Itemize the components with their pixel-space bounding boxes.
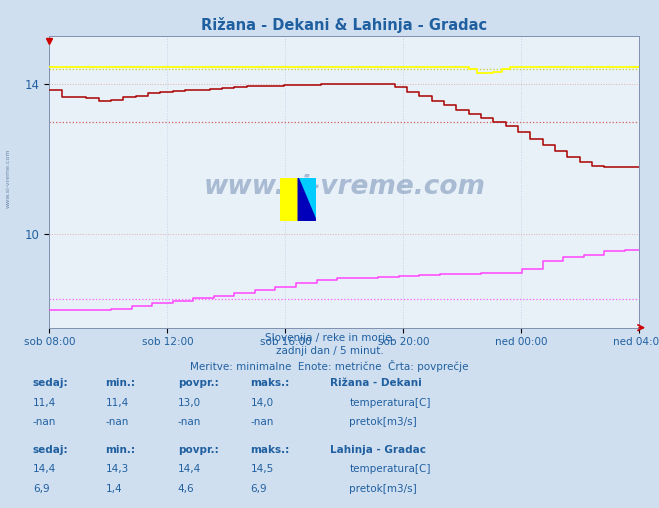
Text: 6,9: 6,9 — [250, 484, 267, 494]
Text: povpr.:: povpr.: — [178, 445, 219, 455]
Text: www.si-vreme.com: www.si-vreme.com — [5, 148, 11, 208]
Text: povpr.:: povpr.: — [178, 378, 219, 389]
Text: -nan: -nan — [250, 417, 273, 427]
Text: zadnji dan / 5 minut.: zadnji dan / 5 minut. — [275, 346, 384, 357]
Text: -nan: -nan — [178, 417, 201, 427]
Text: 4,6: 4,6 — [178, 484, 194, 494]
Text: 14,0: 14,0 — [250, 398, 273, 408]
Text: 1,4: 1,4 — [105, 484, 122, 494]
Text: sedaj:: sedaj: — [33, 445, 69, 455]
Text: maks.:: maks.: — [250, 378, 290, 389]
Text: Lahinja - Gradac: Lahinja - Gradac — [330, 445, 426, 455]
Text: pretok[m3/s]: pretok[m3/s] — [349, 417, 417, 427]
Text: min.:: min.: — [105, 445, 136, 455]
Text: 11,4: 11,4 — [33, 398, 56, 408]
Text: Rižana - Dekani: Rižana - Dekani — [330, 378, 421, 389]
Text: 6,9: 6,9 — [33, 484, 49, 494]
Text: -nan: -nan — [105, 417, 129, 427]
Text: 14,4: 14,4 — [178, 464, 201, 474]
Text: 14,3: 14,3 — [105, 464, 129, 474]
Polygon shape — [298, 178, 316, 221]
Polygon shape — [298, 178, 316, 221]
Text: Meritve: minimalne  Enote: metrične  Črta: povprečje: Meritve: minimalne Enote: metrične Črta:… — [190, 360, 469, 372]
Text: 11,4: 11,4 — [105, 398, 129, 408]
Text: Slovenija / reke in morje.: Slovenija / reke in morje. — [264, 333, 395, 343]
Text: maks.:: maks.: — [250, 445, 290, 455]
Text: pretok[m3/s]: pretok[m3/s] — [349, 484, 417, 494]
Text: temperatura[C]: temperatura[C] — [349, 398, 431, 408]
Text: min.:: min.: — [105, 378, 136, 389]
Text: www.si-vreme.com: www.si-vreme.com — [204, 174, 485, 201]
Title: Rižana - Dekani & Lahinja - Gradac: Rižana - Dekani & Lahinja - Gradac — [201, 17, 488, 33]
Text: 13,0: 13,0 — [178, 398, 201, 408]
Text: 14,5: 14,5 — [250, 464, 273, 474]
Text: -nan: -nan — [33, 417, 56, 427]
Text: temperatura[C]: temperatura[C] — [349, 464, 431, 474]
Text: sedaj:: sedaj: — [33, 378, 69, 389]
Text: 14,4: 14,4 — [33, 464, 56, 474]
